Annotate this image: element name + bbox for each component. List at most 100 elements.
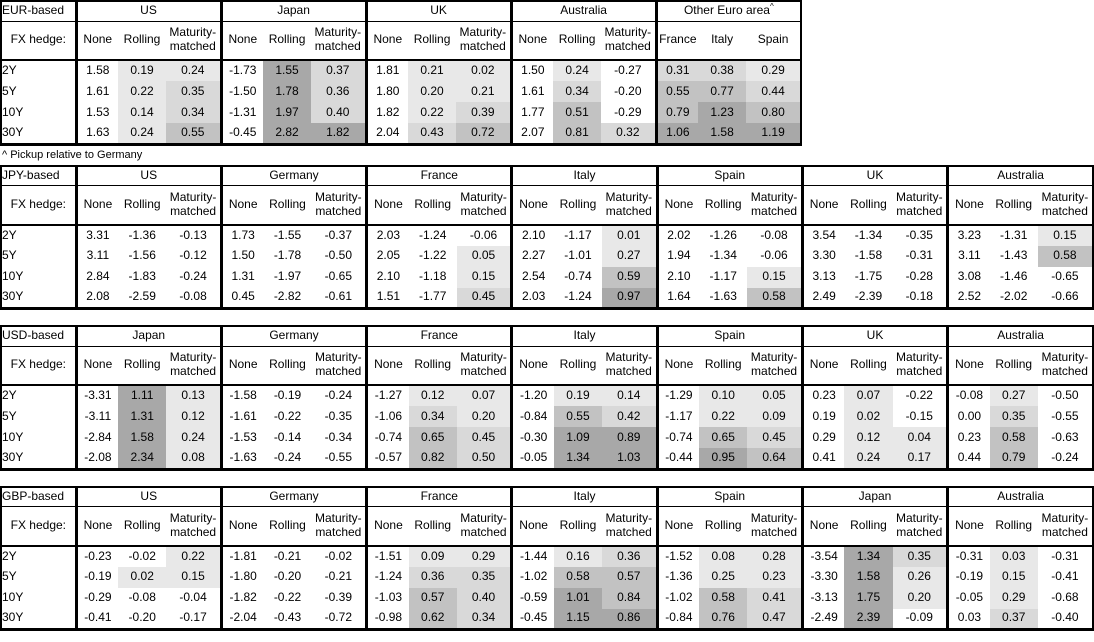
value-cell: -0.43 (273, 610, 302, 625)
value-cell: 2.10 (365, 266, 409, 288)
value-cell: -1.43 (1000, 248, 1028, 263)
value-cell: 3.08 (946, 266, 990, 288)
value-cell: -0.18 (905, 289, 933, 304)
tenor-label: 5Y (2, 408, 17, 423)
value-cell: 1.01 (553, 587, 602, 609)
value-cell: -0.35 (905, 227, 933, 242)
column-header: None (800, 506, 845, 547)
value-cell: -1.75 (854, 269, 883, 284)
column-header: Maturity-matched (311, 346, 367, 386)
value-cell: 0.09 (747, 406, 803, 427)
value-cell: -0.04 (179, 590, 207, 605)
column-header: Maturity-matched (456, 346, 512, 386)
value-cell: 1.15 (553, 608, 602, 630)
value-cell: 0.59 (602, 266, 658, 288)
value-cell: -0.61 (324, 289, 352, 304)
column-header: Rolling (553, 506, 602, 547)
value-cell: -3.54 (800, 545, 845, 567)
value-cell: -0.68 (1051, 590, 1079, 605)
value-cell: 0.89 (602, 427, 658, 448)
column-header: Maturity-matched (602, 506, 658, 547)
value-cell: 0.13 (166, 385, 222, 406)
group-header: UK (800, 326, 948, 347)
value-cell: -0.50 (324, 248, 352, 263)
value-cell: -0.21 (273, 548, 302, 563)
value-cell: 1.82 (311, 123, 367, 144)
value-cell: -0.30 (510, 427, 554, 448)
value-cell: 1.78 (263, 81, 312, 102)
column-header: Rolling (553, 185, 602, 226)
value-cell: -0.35 (324, 408, 352, 423)
value-cell: 0.21 (456, 81, 512, 102)
column-header: Maturity-matched (311, 185, 367, 226)
value-cell: 1.51 (365, 287, 409, 309)
value-cell: -0.24 (179, 269, 207, 284)
value-cell: 0.57 (602, 566, 658, 588)
value-cell: 0.23 (747, 566, 803, 588)
value-cell: 2.49 (800, 287, 845, 309)
value-cell: -3.11 (74, 406, 119, 427)
value-cell: -0.02 (128, 548, 156, 563)
column-header: Rolling (699, 346, 748, 386)
value-cell: -0.20 (273, 569, 302, 584)
value-cell: -1.63 (709, 289, 737, 304)
value-cell: 0.12 (166, 406, 222, 427)
value-cell: -0.19 (273, 388, 302, 403)
value-cell: 0.47 (747, 608, 803, 630)
value-cell: 1.61 (74, 81, 118, 102)
value-cell: 0.00 (946, 406, 990, 427)
tenor-label: 2Y (2, 548, 17, 563)
value-cell: 2.10 (655, 266, 700, 288)
value-cell: 0.23 (800, 385, 845, 406)
tenor-label: 2Y (2, 388, 17, 403)
group-header-superscript: ^ (769, 2, 774, 12)
group-header: France (365, 486, 512, 507)
table-jpy-based: JPY-based US Germany France Italy Spain UK Aust… (0, 164, 1094, 310)
value-cell: -1.18 (419, 269, 447, 284)
column-header: Rolling (699, 506, 748, 547)
value-cell: 0.58 (747, 287, 803, 309)
value-cell: -0.29 (614, 104, 642, 119)
value-cell: -1.29 (655, 385, 700, 406)
value-cell: 0.08 (166, 448, 222, 469)
column-header: Maturity-matched (602, 185, 658, 226)
value-cell: 1.34 (553, 448, 602, 469)
group-header: Japan (219, 1, 367, 22)
value-cell: -0.66 (1051, 289, 1079, 304)
value-cell: 0.32 (601, 123, 657, 144)
value-cell: 3.31 (74, 224, 119, 246)
value-cell: -0.34 (324, 429, 352, 444)
value-cell: 0.08 (699, 545, 748, 567)
column-header: Rolling (408, 185, 457, 226)
value-cell: 0.23 (946, 427, 990, 448)
value-cell: -0.14 (273, 429, 302, 444)
group-header: Australia (946, 326, 1093, 347)
value-cell: 0.79 (989, 448, 1038, 469)
value-cell: -1.31 (1000, 227, 1028, 242)
value-cell: 0.03 (946, 608, 990, 630)
column-header: Rolling (553, 21, 602, 61)
column-header: None (655, 185, 700, 226)
value-cell: -1.20 (510, 385, 554, 406)
value-cell: 0.25 (699, 566, 748, 588)
value-cell: 1.82 (364, 102, 409, 123)
value-cell: 0.80 (746, 102, 802, 123)
column-header: Rolling (989, 506, 1038, 547)
value-cell: -2.02 (1000, 289, 1028, 304)
column-header: None (946, 506, 990, 547)
value-cell: -0.74 (365, 427, 409, 448)
group-header: Japan (800, 486, 948, 507)
value-cell: 0.19 (553, 385, 602, 406)
column-header: Rolling (408, 21, 457, 61)
table-section-jpy: JPY-based US Germany France Italy Spain UK Aust… (0, 164, 1094, 310)
group-header: US (74, 486, 222, 507)
column-header: Maturity-matched (892, 506, 948, 547)
column-header: None (219, 346, 264, 386)
value-cell: -0.44 (655, 448, 700, 469)
value-cell: -0.45 (219, 123, 264, 144)
tenor-label: 10Y (2, 269, 24, 284)
value-cell: 1.19 (746, 123, 802, 144)
value-cell: -0.19 (946, 566, 990, 588)
value-cell: 2.10 (510, 224, 554, 246)
value-cell: -2.84 (74, 427, 119, 448)
